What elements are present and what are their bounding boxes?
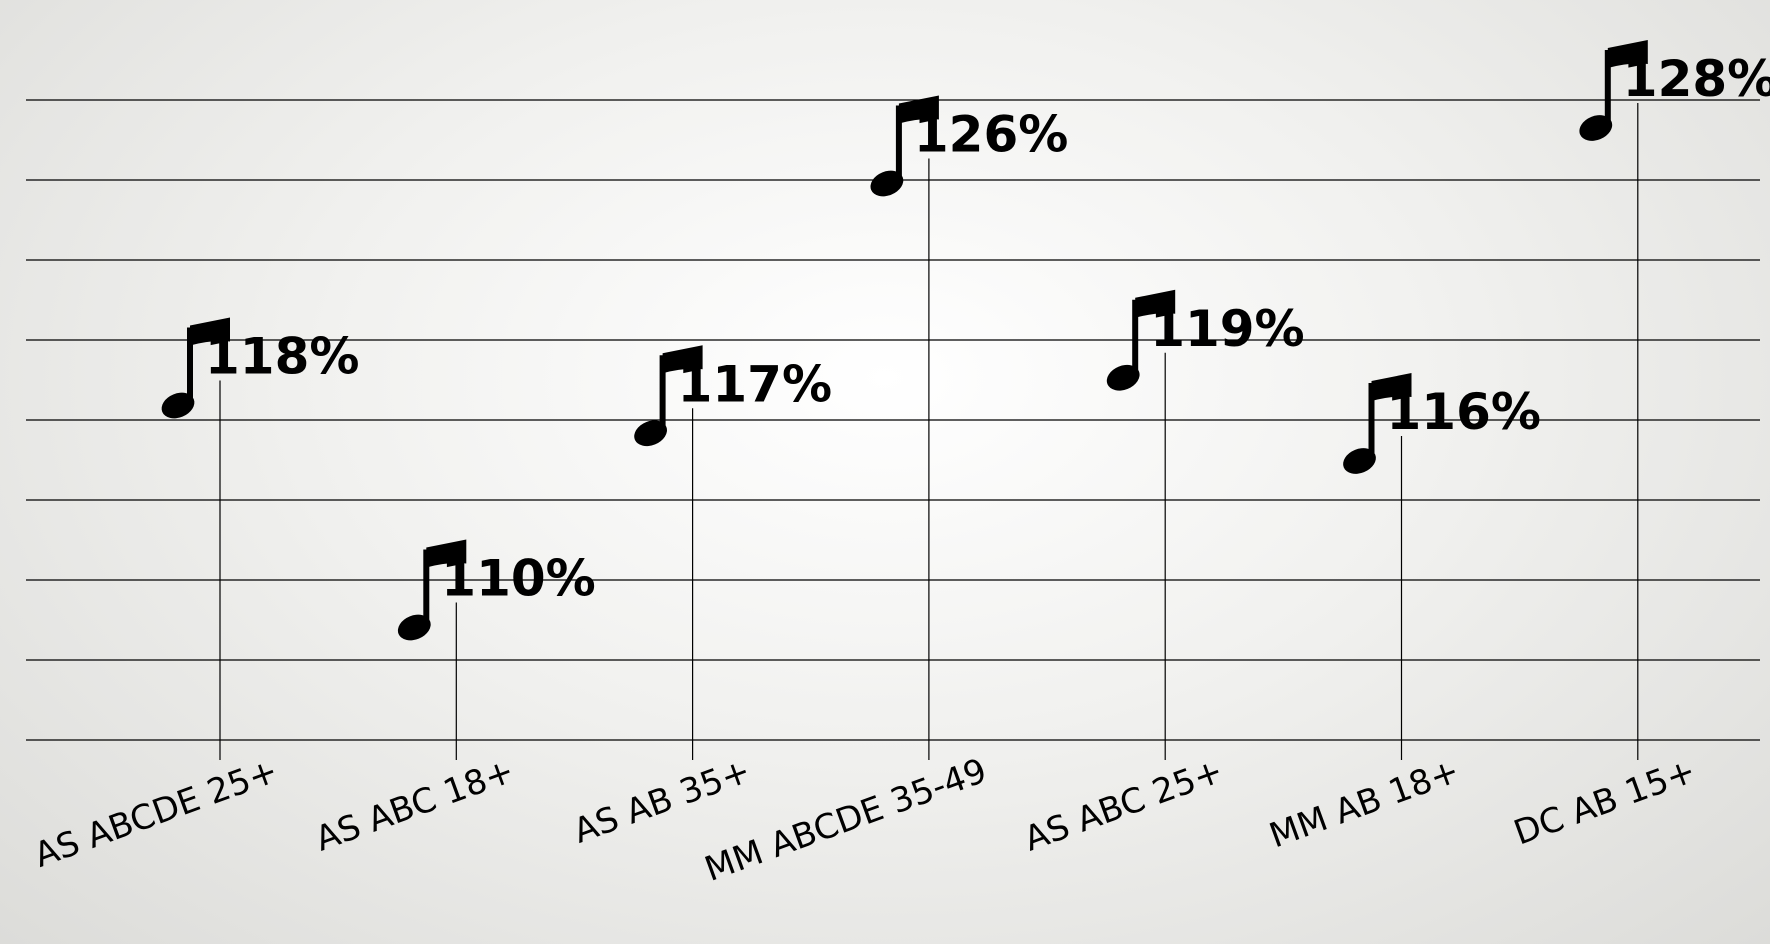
music-note-icon	[161, 317, 230, 419]
category-label: DC AB 15+	[1509, 751, 1701, 854]
value-label: 117%	[678, 355, 832, 413]
category-label: AS ABCDE 25+	[29, 751, 283, 876]
music-note-icon	[1343, 373, 1412, 474]
value-labels: 118% 110% 117% 126% 119% 116% 128%	[205, 50, 1770, 608]
music-note-icon	[1579, 40, 1648, 141]
music-note-icon	[634, 345, 703, 447]
data-markers	[161, 40, 1648, 641]
value-label: 116%	[1387, 383, 1541, 441]
staff-gridlines	[26, 99, 1760, 741]
category-labels: AS ABCDE 25+ AS ABC 18+ AS AB 35+MM ABCDE …	[29, 751, 1701, 890]
value-label: 128%	[1623, 50, 1770, 108]
music-note-icon	[397, 539, 467, 641]
value-label: 126%	[914, 106, 1068, 164]
category-label: MM AB 18+	[1264, 751, 1464, 857]
category-label: AS ABC 25+	[1019, 751, 1228, 860]
category-label: AS AB 35+	[568, 751, 755, 852]
stem-lines	[219, 103, 1639, 760]
value-label: 119%	[1150, 300, 1304, 358]
value-label: 110%	[441, 550, 595, 608]
category-label: AS ABC 18+	[310, 751, 519, 860]
value-label: 118%	[205, 328, 359, 386]
music-note-icon	[1106, 289, 1176, 391]
music-note-icon	[870, 95, 939, 197]
